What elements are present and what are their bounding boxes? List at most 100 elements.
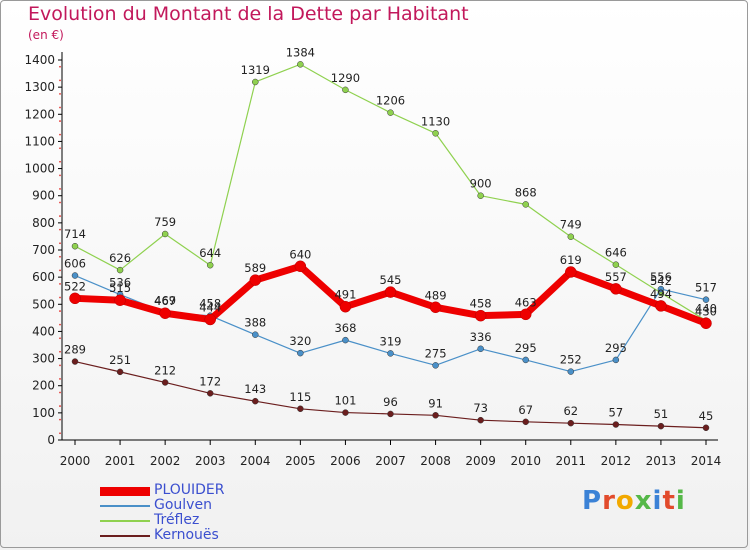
data-point-trflez	[206, 261, 214, 269]
data-label-kernous: 251	[109, 353, 131, 367]
y-minor-mark	[59, 323, 61, 326]
data-label-goulven: 458	[199, 297, 221, 311]
y-tick-label: 1400	[24, 53, 55, 67]
x-tick-label: 2011	[556, 454, 587, 468]
data-point-trflez	[252, 78, 259, 86]
y-minor-mark	[59, 432, 61, 435]
y-minor-mark	[59, 405, 61, 407]
y-tick-label: 500	[32, 297, 55, 311]
data-point-goulven	[522, 356, 529, 364]
data-label-kernous: 143	[244, 382, 266, 396]
data-point-trflez	[567, 233, 575, 240]
data-label-trflez: 1319	[241, 63, 270, 77]
y-tick-label: 700	[32, 243, 55, 257]
data-point-kernous	[477, 416, 484, 424]
legend-swatch	[100, 520, 150, 522]
unit-label: (en €)	[28, 28, 64, 42]
y-minor-mark	[59, 242, 61, 245]
data-point-trflez	[387, 109, 394, 116]
legend-label: Goulven	[154, 497, 212, 513]
y-minor-mark	[59, 147, 61, 150]
y-minor-mark	[59, 296, 61, 299]
data-label-plouider: 589	[244, 261, 266, 275]
data-point-goulven	[657, 285, 665, 293]
y-tick-label: 1000	[24, 162, 55, 176]
data-label-goulven: 252	[560, 353, 582, 367]
y-minor-mark	[59, 174, 61, 177]
data-label-trflez: 646	[605, 246, 627, 260]
y-minor-mark	[59, 228, 61, 231]
x-tick-label: 2003	[195, 454, 226, 468]
logo-letter: x	[634, 486, 653, 516]
y-minor-mark	[59, 350, 61, 353]
legend-label: Tréflez	[154, 512, 200, 528]
data-label-trflez: 542	[650, 274, 672, 288]
data-label-trflez: 1384	[286, 45, 315, 59]
data-point-goulven	[477, 345, 484, 353]
chart-title: Evolution du Montant de la Dette par Hab…	[28, 3, 469, 25]
data-label-plouider: 430	[695, 304, 717, 318]
data-point-goulven	[71, 272, 79, 279]
data-point-kernous	[612, 421, 620, 428]
y-tick-label: 1200	[24, 107, 55, 121]
y-minor-mark	[59, 106, 61, 109]
data-label-plouider: 491	[334, 288, 356, 302]
data-label-goulven: 606	[64, 257, 86, 271]
data-point-kernous	[116, 368, 124, 376]
y-tick-label: 0	[47, 433, 55, 447]
data-label-kernous: 172	[199, 374, 221, 388]
data-point-plouider	[474, 309, 487, 322]
y-minor-mark	[59, 120, 61, 122]
y-minor-mark	[59, 310, 61, 312]
data-point-plouider	[519, 308, 532, 321]
data-label-kernous: 45	[699, 409, 714, 423]
data-point-plouider	[294, 260, 307, 273]
data-label-goulven: 295	[515, 341, 537, 355]
data-point-trflez	[116, 266, 124, 274]
y-minor-mark	[59, 337, 61, 340]
x-tick-label: 2010	[510, 454, 541, 468]
data-point-kernous	[567, 419, 575, 427]
data-point-plouider	[655, 300, 667, 312]
y-minor-mark	[59, 215, 61, 217]
y-minor-mark	[59, 391, 61, 394]
data-point-goulven	[432, 362, 439, 369]
data-label-kernous: 62	[563, 404, 578, 418]
data-point-trflez	[522, 201, 529, 208]
legend-swatch	[100, 486, 150, 496]
y-minor-mark	[59, 269, 61, 272]
data-label-goulven: 319	[380, 334, 402, 348]
y-minor-mark	[59, 255, 61, 258]
data-point-trflez	[161, 230, 169, 238]
logo-letter: i	[675, 486, 686, 516]
data-point-goulven	[567, 368, 575, 375]
y-minor-mark	[59, 188, 61, 190]
data-label-plouider: 545	[380, 273, 402, 287]
x-tick-label: 2006	[330, 454, 361, 468]
logo-letter: i	[652, 486, 663, 516]
data-label-trflez: 868	[515, 185, 537, 199]
y-tick-label: 1100	[24, 134, 55, 148]
data-label-plouider: 463	[515, 295, 537, 309]
data-point-plouider	[384, 286, 397, 298]
data-point-trflez	[612, 261, 620, 268]
x-tick-label: 2008	[420, 454, 451, 468]
data-label-trflez: 1290	[331, 71, 360, 85]
x-tick-label: 2004	[240, 454, 271, 468]
y-tick-label: 800	[32, 216, 55, 230]
x-tick-label: 2014	[691, 454, 722, 468]
data-point-goulven	[702, 296, 710, 303]
data-label-goulven: 320	[289, 334, 311, 348]
data-label-plouider: 494	[650, 287, 672, 301]
logo-letter: o	[615, 486, 635, 516]
data-point-kernous	[432, 412, 439, 419]
data-label-goulven: 295	[605, 341, 627, 355]
x-tick-label: 2013	[646, 454, 677, 468]
data-point-kernous	[71, 358, 79, 365]
y-minor-mark	[59, 378, 61, 380]
data-label-kernous: 73	[473, 401, 488, 415]
data-label-kernous: 51	[654, 407, 669, 421]
data-point-plouider	[249, 274, 262, 286]
data-point-goulven	[387, 350, 394, 357]
data-label-kernous: 57	[609, 406, 624, 420]
